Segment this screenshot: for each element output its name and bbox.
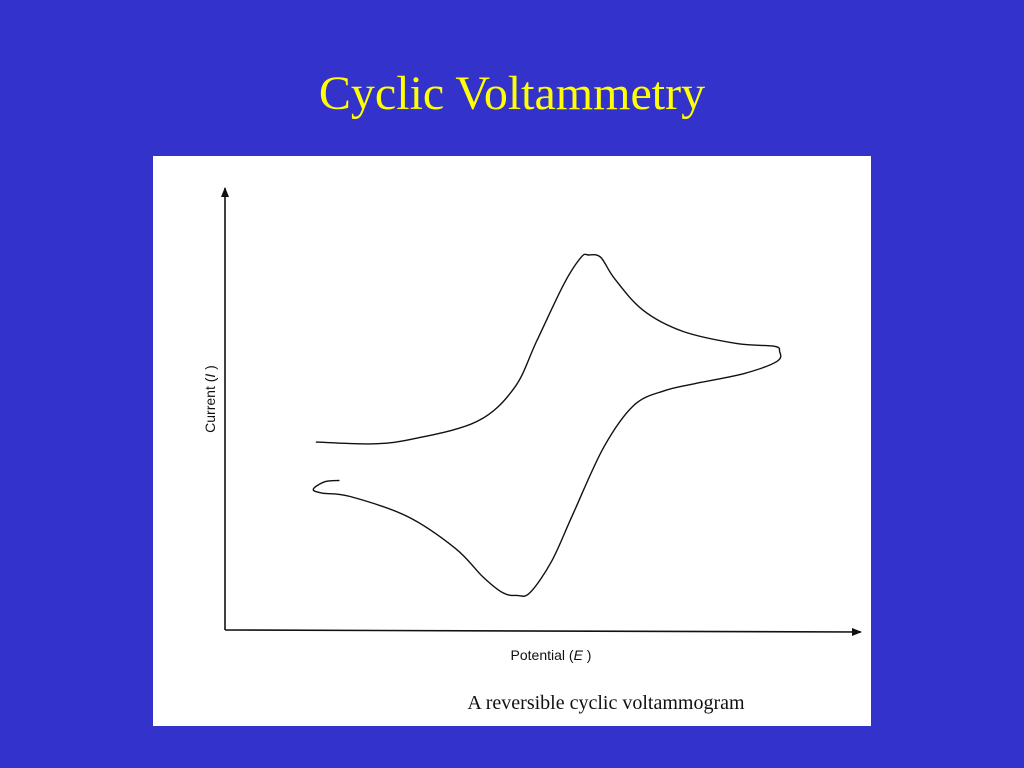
voltammogram-chart: Current (I ) Potential (E ) A reversible… [202, 187, 862, 714]
x-axis [224, 627, 862, 636]
chart-caption: A reversible cyclic voltammogram [467, 692, 745, 714]
figure-panel: Current (I ) Potential (E ) A reversible… [153, 156, 871, 726]
cv-curve [312, 253, 782, 597]
slide-title: Cyclic Voltammetry [318, 67, 706, 120]
x-axis-label: Potential (E ) [511, 647, 592, 663]
y-axis-label: Current (I ) [202, 365, 218, 433]
